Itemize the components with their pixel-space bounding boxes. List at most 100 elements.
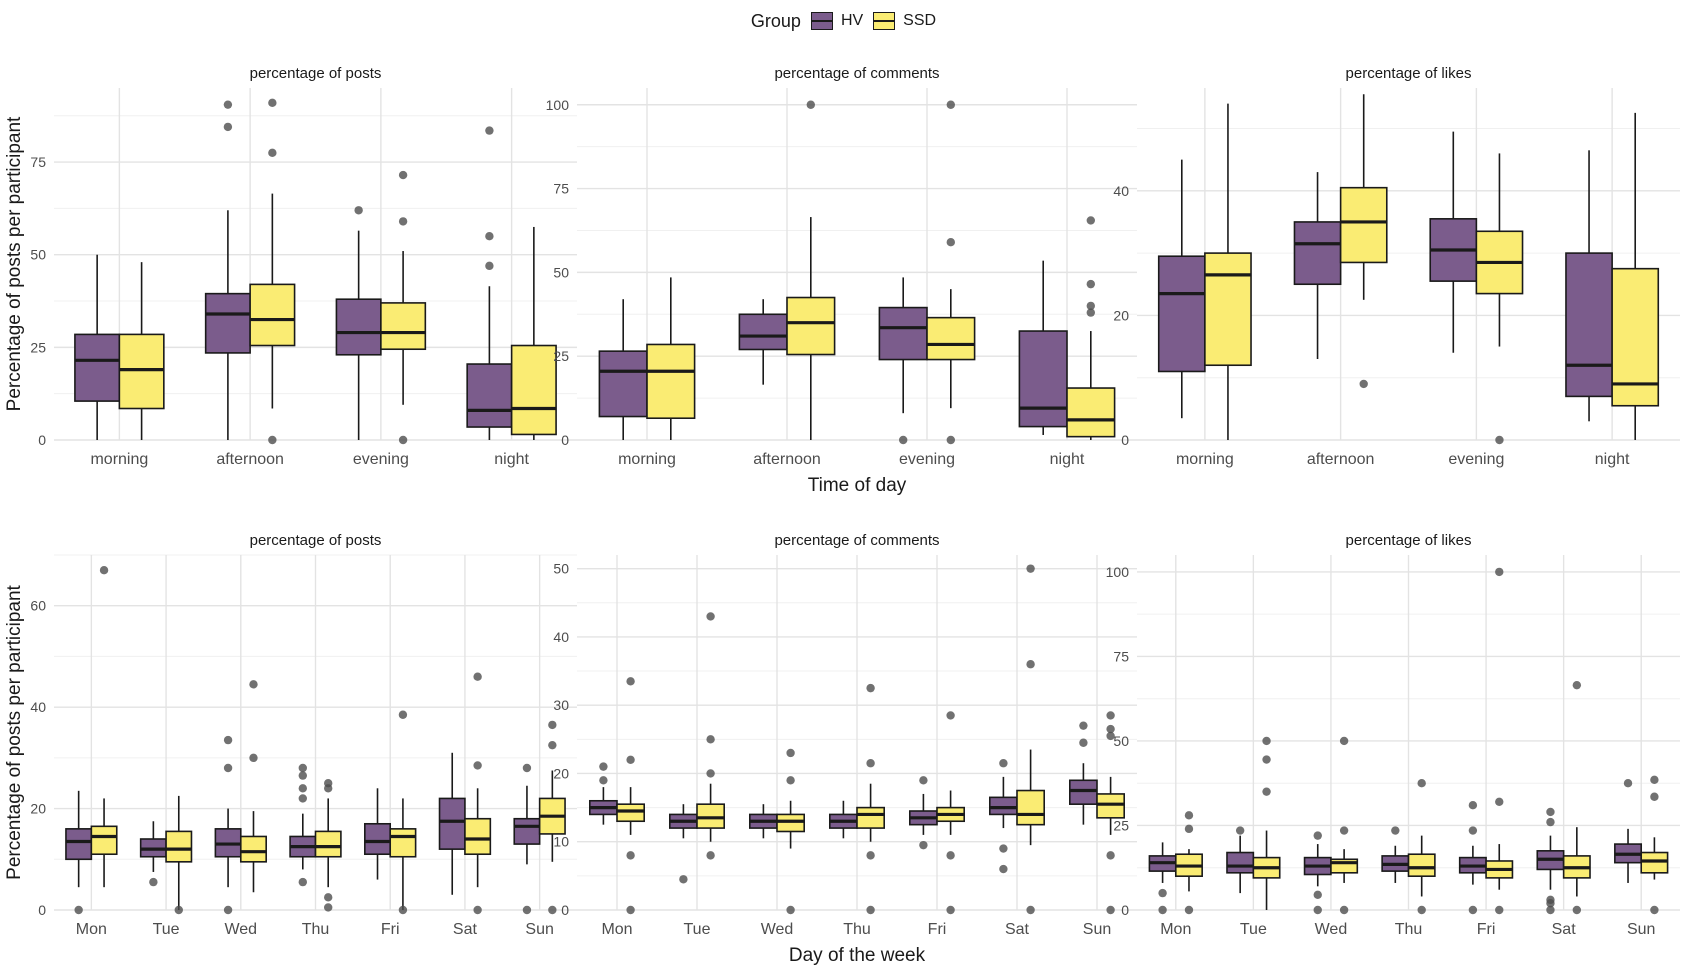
- box-ssd-mon: [90, 566, 118, 888]
- outlier-point: [1313, 890, 1322, 899]
- legend-item-ssd[interactable]: SSD: [873, 12, 936, 30]
- x-tick-label: Fri: [381, 921, 400, 938]
- outlier-point: [1650, 905, 1659, 915]
- y-tick-label: 0: [1121, 902, 1129, 918]
- box-hv-afternoon: [1293, 172, 1342, 360]
- outlier-point: [1313, 905, 1322, 915]
- y-tick-label: 50: [553, 264, 569, 280]
- x-tick-label: Sat: [453, 921, 478, 938]
- outlier-point: [706, 612, 715, 621]
- outlier-point: [223, 100, 233, 109]
- box-iqr: [926, 316, 976, 361]
- box-iqr: [1096, 793, 1126, 819]
- outlier-point: [866, 759, 875, 768]
- outlier-point: [626, 905, 635, 915]
- box-hv-night: [1018, 260, 1068, 435]
- box-ssd-sun: [538, 720, 566, 915]
- outlier-point: [1262, 787, 1271, 796]
- box-hv-night: [466, 126, 513, 440]
- x-tick-label: evening: [353, 451, 409, 468]
- outlier-point: [249, 680, 258, 689]
- x-tick-label: Mon: [76, 921, 107, 938]
- outlier-point: [1158, 905, 1167, 915]
- box-ssd-afternoon: [1339, 94, 1388, 389]
- outlier-point: [806, 100, 815, 109]
- y-tick-label: 50: [30, 247, 46, 263]
- box-iqr: [239, 835, 267, 863]
- outlier-point: [548, 905, 557, 915]
- box-iqr: [696, 803, 726, 829]
- box-hv-afternoon: [738, 299, 788, 385]
- outlier-point: [1572, 680, 1582, 690]
- outlier-point: [548, 720, 557, 730]
- outlier-point: [866, 851, 875, 860]
- outlier-point: [599, 762, 608, 771]
- outlier-point: [223, 905, 233, 915]
- outlier-point: [398, 217, 408, 226]
- outlier-point: [354, 206, 363, 215]
- box-iqr: [466, 363, 513, 428]
- box-hv-thu: [289, 763, 317, 887]
- box-iqr: [1565, 252, 1613, 398]
- box-hv-fri: [908, 776, 938, 850]
- outlier-point: [1495, 797, 1504, 807]
- outlier-point: [946, 100, 955, 109]
- box-iqr: [513, 817, 541, 845]
- outlier-point: [1546, 895, 1555, 905]
- panel-6: 0 25 50 75 100 Mon Tue Wed Thu Fri Sat Sun percentag…: [1106, 532, 1680, 938]
- x-tick-label: Tue: [1240, 921, 1267, 938]
- outlier-point: [249, 753, 258, 763]
- x-tick-label: afternoon: [1307, 451, 1375, 468]
- outlier-point: [919, 840, 928, 850]
- outlier-point: [1086, 279, 1096, 289]
- y-tick-label: 40: [1113, 183, 1129, 199]
- box-iqr: [464, 817, 492, 856]
- x-tick-label: morning: [90, 451, 148, 468]
- box-hv-fri: [1458, 800, 1487, 915]
- x-tick-label: Sat: [1552, 921, 1577, 938]
- outlier-point: [1184, 905, 1194, 915]
- legend-key-ssd: [873, 12, 896, 30]
- panel-title: percentage of posts: [250, 65, 382, 82]
- outlier-point: [1417, 779, 1426, 788]
- x-tick-label: night: [1050, 451, 1085, 468]
- outlier-point: [1086, 308, 1096, 317]
- box-iqr: [738, 313, 788, 351]
- outlier-point: [1158, 888, 1167, 898]
- y-tick-label: 75: [30, 154, 46, 170]
- legend-item-hv[interactable]: HV: [810, 12, 864, 30]
- box-iqr: [1226, 851, 1255, 874]
- box-ssd-sat: [464, 672, 492, 915]
- x-tick-label: Tue: [684, 921, 711, 938]
- outlier-point: [946, 238, 955, 247]
- outlier-point: [324, 903, 333, 912]
- outlier-point: [398, 905, 408, 915]
- x-axis-title: Time of day: [808, 475, 907, 496]
- outlier-point: [1650, 775, 1659, 785]
- box-iqr: [1016, 789, 1046, 826]
- outlier-point: [268, 148, 277, 158]
- box-ssd-mon: [1174, 811, 1203, 915]
- box-iqr: [204, 292, 251, 354]
- outlier-point: [1106, 724, 1115, 734]
- box-hv-sat: [438, 752, 466, 895]
- box-iqr: [65, 828, 93, 861]
- outlier-point: [706, 735, 715, 744]
- legend-label-hv: HV: [840, 12, 864, 29]
- outlier-point: [1495, 567, 1504, 577]
- y-tick-label: 0: [1121, 432, 1129, 448]
- box-iqr: [118, 333, 165, 410]
- outlier-point: [223, 122, 233, 132]
- box-iqr: [510, 344, 557, 436]
- outlier-point: [223, 763, 233, 773]
- outlier-point: [626, 677, 635, 686]
- outlier-point: [1106, 731, 1115, 741]
- panel-4: 0 20 40 60 Mon Tue Wed Thu Fri Sat Sun percentage o…: [4, 532, 577, 938]
- outlier-point: [599, 776, 608, 785]
- box-hv-tue: [668, 804, 698, 884]
- outlier-point: [786, 748, 795, 758]
- x-tick-label: Sun: [1083, 921, 1111, 938]
- panel-title: percentage of likes: [1346, 532, 1472, 549]
- box-ssd-fri: [1485, 567, 1514, 915]
